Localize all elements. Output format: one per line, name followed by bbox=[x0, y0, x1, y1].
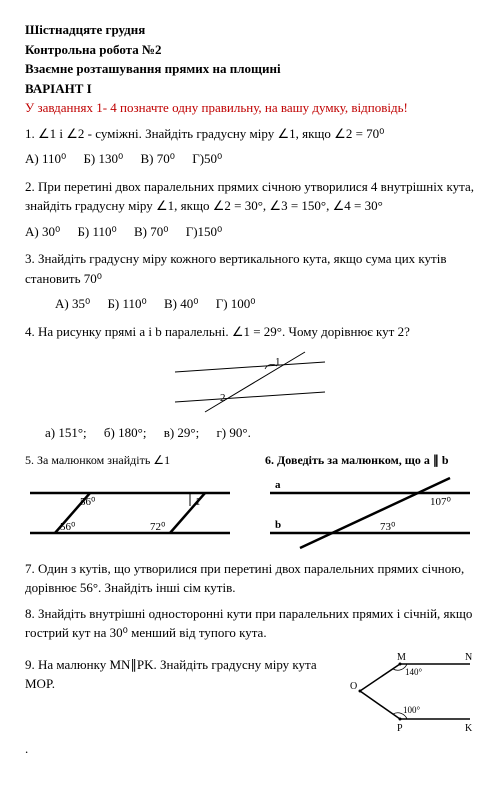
dot: . bbox=[25, 739, 475, 759]
title: Контрольна робота №2 bbox=[25, 40, 475, 60]
q1-options: А) 110⁰ Б) 130⁰ В) 70⁰ Г)50⁰ bbox=[25, 149, 475, 169]
q3-text: 3. Знайдіть градусну міру кожного вертик… bbox=[25, 249, 475, 288]
q4-opt-a: а) 151°; bbox=[45, 425, 87, 440]
q5-title: 5. За малюнком знайдіть ∠1 bbox=[25, 451, 235, 469]
q2-opt-a: А) 30⁰ bbox=[25, 224, 60, 239]
q2-opt-c: В) 70⁰ bbox=[134, 224, 168, 239]
q4-figure: 1 2 bbox=[25, 347, 475, 417]
q3-opt-c: В) 40⁰ bbox=[164, 296, 198, 311]
q2-options: А) 30⁰ Б) 110⁰ В) 70⁰ Г)150⁰ bbox=[25, 222, 475, 242]
svg-text:O: O bbox=[350, 681, 357, 692]
subtitle: Взаємне розташування прямих на площині bbox=[25, 59, 475, 79]
svg-text:P: P bbox=[397, 723, 403, 734]
svg-text:a: a bbox=[275, 479, 281, 491]
q6-block: 6. Доведіть за малюнком, що а ∥ b a b 10… bbox=[265, 451, 475, 553]
q5-figure: 56⁰ 1 56⁰ 72⁰ bbox=[25, 473, 235, 553]
q1-text: 1. ∠1 і ∠2 - суміжні. Знайдіть градусну … bbox=[25, 124, 475, 144]
svg-text:140°: 140° bbox=[405, 667, 423, 677]
q9-figure: M N O P K 140° 100° bbox=[345, 649, 475, 739]
q2-opt-d: Г)150⁰ bbox=[186, 224, 223, 239]
q7-text: 7. Один з кутів, що утворилися при перет… bbox=[25, 559, 475, 598]
svg-text:100°: 100° bbox=[403, 705, 421, 715]
q2-opt-b: Б) 110⁰ bbox=[77, 224, 116, 239]
svg-text:107⁰: 107⁰ bbox=[430, 496, 452, 508]
q3-opt-b: Б) 110⁰ bbox=[107, 296, 146, 311]
q4-label-1: 1 bbox=[275, 356, 281, 368]
svg-text:K: K bbox=[465, 723, 473, 734]
svg-text:N: N bbox=[465, 652, 472, 663]
svg-text:73⁰: 73⁰ bbox=[380, 521, 396, 533]
q3-opt-d: Г) 100⁰ bbox=[216, 296, 256, 311]
q1-opt-d: Г)50⁰ bbox=[192, 151, 222, 166]
q4-opt-c: в) 29°; bbox=[164, 425, 200, 440]
q9-text: 9. На малюнку MN∥PK. Знайдіть градусну м… bbox=[25, 655, 335, 694]
svg-text:1: 1 bbox=[195, 496, 201, 508]
svg-text:56⁰: 56⁰ bbox=[60, 521, 76, 533]
q2-text: 2. При перетині двох паралельних прямих … bbox=[25, 177, 475, 216]
q5-block: 5. За малюнком знайдіть ∠1 56⁰ 1 56⁰ 72⁰ bbox=[25, 451, 235, 553]
q3-options: А) 35⁰ Б) 110⁰ В) 40⁰ Г) 100⁰ bbox=[55, 294, 475, 314]
instruction: У завданнях 1- 4 позначте одну правильну… bbox=[25, 98, 475, 118]
date-line: Шістнадцяте грудня bbox=[25, 20, 475, 40]
svg-text:b: b bbox=[275, 519, 281, 531]
svg-text:M: M bbox=[397, 652, 406, 663]
q6-figure: a b 107⁰ 73⁰ bbox=[265, 473, 475, 553]
q6-title: 6. Доведіть за малюнком, що а ∥ b bbox=[265, 451, 475, 469]
variant: ВАРІАНТ І bbox=[25, 79, 475, 99]
q4-options: а) 151°; б) 180°; в) 29°; г) 90°. bbox=[45, 423, 475, 443]
svg-text:72⁰: 72⁰ bbox=[150, 521, 166, 533]
q4-text: 4. На рисунку прямі a і b паралельні. ∠1… bbox=[25, 322, 475, 342]
q1-opt-a: А) 110⁰ bbox=[25, 151, 66, 166]
q4-opt-d: г) 90°. bbox=[216, 425, 250, 440]
q1-opt-c: В) 70⁰ bbox=[140, 151, 174, 166]
q3-opt-a: А) 35⁰ bbox=[55, 296, 90, 311]
q8-text: 8. Знайдіть внутрішні односторонні кути … bbox=[25, 604, 475, 643]
q4-label-2: 2 bbox=[220, 392, 226, 404]
q4-opt-b: б) 180°; bbox=[104, 425, 147, 440]
svg-text:56⁰: 56⁰ bbox=[80, 496, 96, 508]
q1-opt-b: Б) 130⁰ bbox=[83, 151, 123, 166]
